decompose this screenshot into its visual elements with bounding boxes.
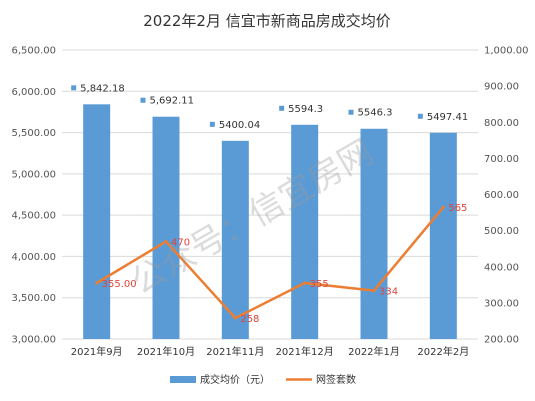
right-tick-label: 200.00	[484, 335, 519, 346]
line-series	[95, 205, 445, 320]
line-path	[96, 206, 445, 320]
left-tick-label: 5,500.00	[11, 128, 56, 139]
legend-label-bar: 成交均价（元）	[200, 373, 270, 386]
bar-data-label: 5400.04	[219, 120, 260, 131]
bar-data-label: 5594.3	[288, 104, 323, 115]
left-tick-label: 3,500.00	[11, 293, 56, 304]
right-tick-label: 1,000.00	[484, 46, 529, 57]
bar-label-marker	[417, 113, 423, 119]
line-point	[164, 239, 168, 243]
chart-title: 2022年2月 信宜市新商品房成交均价	[143, 12, 391, 30]
bar-label-marker	[71, 85, 77, 91]
bar-data-labels: 5,842.18 5,692.11 5400.04 5594.3 5546.3 5497.…	[71, 83, 468, 131]
line-point	[372, 289, 376, 293]
bar	[221, 140, 249, 339]
right-tick-label: 900.00	[484, 82, 519, 93]
line-data-label: 565	[448, 203, 467, 214]
x-tick-label: 2021年12月	[276, 345, 334, 358]
left-tick-label: 3,000.00	[11, 335, 56, 346]
bar-label-marker	[140, 97, 146, 103]
x-tick-label: 2022年1月	[348, 345, 400, 358]
bar-label-marker	[348, 109, 354, 115]
line-point	[441, 205, 445, 209]
x-tick-label: 2021年11月	[206, 345, 264, 358]
right-tick-label: 400.00	[484, 262, 519, 273]
bar	[83, 104, 111, 339]
bar-data-label: 5,692.11	[150, 96, 195, 107]
line-data-label: 355.00	[102, 279, 137, 290]
right-tick-label: 800.00	[484, 118, 519, 129]
legend-label-line: 网签套数	[316, 373, 356, 386]
left-tick-label: 6,000.00	[11, 87, 56, 98]
bar-data-label: 5546.3	[358, 108, 393, 119]
x-tick-label: 2021年10月	[137, 345, 195, 358]
left-tick-label: 5,000.00	[11, 169, 56, 180]
bar-label-marker	[279, 105, 285, 111]
left-tick-label: 4,500.00	[11, 211, 56, 222]
x-tick-label: 2022年2月	[417, 345, 469, 358]
legend-swatch-bar	[170, 376, 196, 383]
right-tick-label: 300.00	[484, 298, 519, 309]
bar-data-label: 5,842.18	[80, 83, 125, 94]
bar-data-label: 5497.41	[427, 112, 468, 123]
left-tick-label: 4,000.00	[11, 252, 56, 263]
line-point	[95, 281, 99, 285]
right-axis-ticks: 200.00 300.00 400.00 500.00 600.00 700.00 800.…	[484, 46, 529, 346]
line-data-label: 355	[310, 279, 329, 290]
line-point	[303, 281, 307, 285]
line-data-labels: 355.00 470 258 355 334 565	[102, 203, 468, 325]
bar	[152, 116, 180, 339]
x-axis-ticks: 2021年9月 2021年10月 2021年11月 2021年12月 2022年1月 20…	[71, 345, 469, 358]
bar	[360, 128, 388, 339]
right-tick-label: 600.00	[484, 190, 519, 201]
x-tick-label: 2021年9月	[71, 345, 123, 358]
line-data-label: 470	[171, 237, 190, 248]
line-data-label: 334	[379, 287, 398, 298]
legend: 成交均价（元） 网签套数	[170, 373, 356, 386]
bar-label-marker	[209, 121, 215, 127]
line-data-label: 258	[240, 314, 259, 325]
right-tick-label: 500.00	[484, 226, 519, 237]
left-axis-ticks: 3,000.00 3,500.00 4,000.00 4,500.00 5,000.00…	[11, 46, 56, 346]
bar-series	[83, 104, 457, 339]
bar	[291, 124, 319, 339]
grid-lines	[62, 49, 478, 340]
right-tick-label: 700.00	[484, 154, 519, 165]
line-point	[233, 316, 237, 320]
left-tick-label: 6,500.00	[11, 46, 56, 57]
bar	[429, 132, 457, 339]
